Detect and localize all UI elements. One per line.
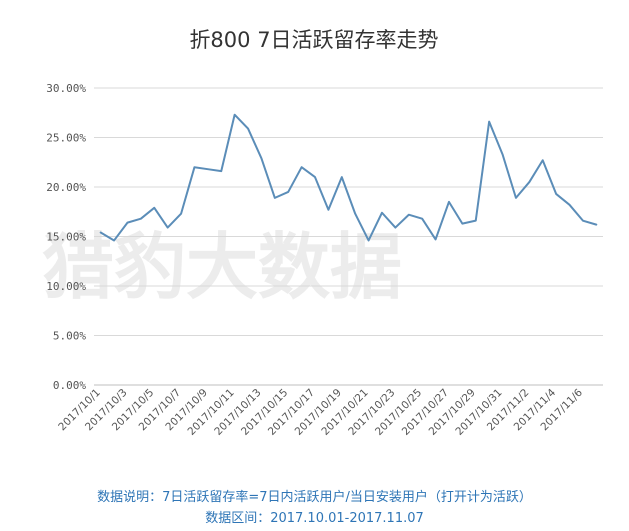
- y-tick-label: 0.00%: [53, 379, 86, 392]
- y-axis-ticks: 0.00% 5.00% 10.00% 15.00% 20.00% 25.00% 30.00%: [46, 82, 86, 392]
- y-tick-label: 30.00%: [46, 82, 86, 95]
- data-definition-note: 数据说明：7日活跃留存率=7日内活跃用户/当日安装用户（打开计为活跃）: [97, 490, 532, 505]
- data-range-note: 数据区间：2017.10.01-2017.11.07: [205, 511, 424, 526]
- watermark-text: 猎豹大数据: [42, 225, 402, 309]
- y-tick-label: 5.00%: [53, 330, 86, 343]
- series-layer: [99, 113, 598, 242]
- x-axis-ticks: 2017/10/12017/10/32017/10/52017/10/72017…: [56, 386, 585, 438]
- series-line: [99, 113, 598, 242]
- chart-title: 折800 7日活跃留存率走势: [189, 28, 438, 52]
- y-tick-label: 20.00%: [46, 181, 86, 194]
- gridlines: [94, 87, 603, 386]
- y-tick-label: 15.00%: [46, 231, 86, 244]
- y-tick-label: 10.00%: [46, 280, 86, 293]
- y-tick-label: 25.00%: [46, 132, 86, 145]
